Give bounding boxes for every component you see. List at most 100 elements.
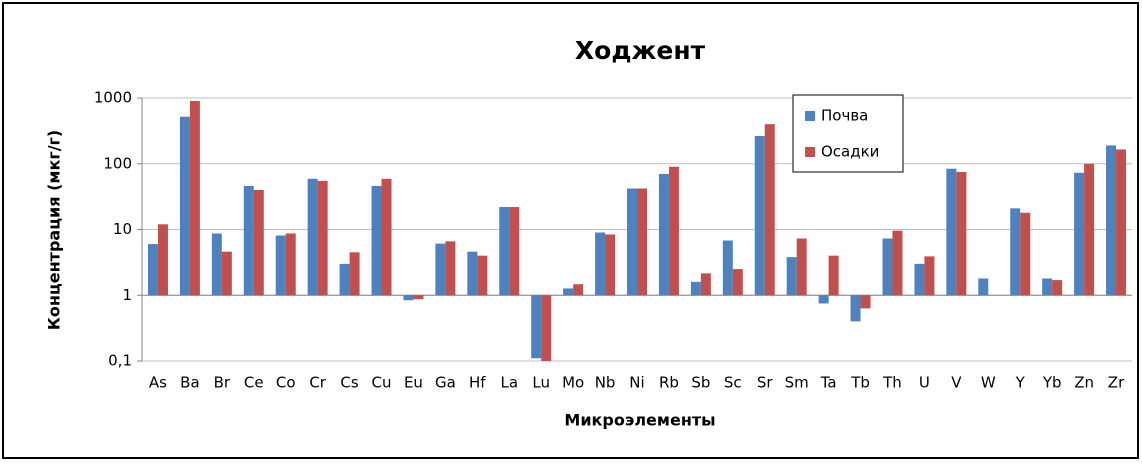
x-tick-label: Eu (404, 374, 423, 392)
bar (595, 232, 606, 296)
x-tick-label: Sm (785, 374, 809, 392)
bar (1020, 212, 1031, 296)
bar (573, 284, 584, 296)
x-tick-label: Lu (532, 374, 550, 392)
bar (157, 224, 168, 296)
bar (627, 188, 637, 296)
y-tick-label: 1 (122, 286, 132, 304)
bar (147, 244, 158, 296)
x-tick-label: Zn (1074, 374, 1094, 392)
x-tick-label: Yb (1042, 374, 1062, 392)
y-axis-title: Концентрация (мкг/г) (45, 130, 64, 330)
bar (956, 171, 967, 296)
x-tick-label: Cu (372, 374, 392, 392)
bar (221, 251, 232, 296)
legend-label: Осадки (821, 143, 879, 161)
bar (563, 288, 574, 296)
bar (403, 295, 414, 301)
bar (275, 235, 286, 296)
bar (722, 240, 733, 296)
x-axis-title: Микроэлементы (564, 411, 715, 430)
legend-box (792, 94, 904, 173)
bar (978, 278, 989, 296)
bar (1084, 163, 1095, 296)
bar (946, 168, 957, 296)
bar (637, 188, 647, 296)
x-tick-label: Ba (180, 374, 199, 392)
bar (253, 189, 264, 296)
legend-swatch (805, 111, 815, 121)
bar (349, 252, 360, 296)
x-tick-label: Rb (659, 374, 679, 392)
x-tick-label: Ga (435, 374, 456, 392)
bar (381, 178, 392, 296)
bar (307, 178, 318, 296)
bar (796, 238, 807, 296)
x-tick-label: La (500, 374, 518, 392)
bar (445, 241, 456, 296)
bar (467, 251, 478, 296)
bar (1074, 172, 1085, 296)
x-tick-label: Sr (757, 374, 774, 392)
bar (1010, 208, 1021, 296)
bar (435, 243, 446, 296)
bar (1052, 280, 1063, 296)
x-tick-label: V (951, 374, 962, 392)
bar (818, 295, 829, 304)
bar (413, 295, 424, 300)
bar (339, 263, 350, 296)
y-tick-label: 1000 (94, 89, 132, 107)
bar (509, 206, 520, 296)
x-tick-label: Zr (1108, 374, 1125, 392)
bar (658, 173, 669, 296)
bar (850, 295, 861, 322)
x-tick-label: W (981, 374, 996, 392)
bar (700, 273, 711, 296)
bar (317, 180, 328, 296)
y-tick-label: 100 (103, 154, 132, 172)
bar (914, 263, 925, 296)
bar (860, 295, 871, 309)
x-tick-label: Nb (595, 374, 616, 392)
bar (764, 124, 775, 296)
bar (690, 281, 701, 296)
x-tick-label: Ce (244, 374, 264, 392)
bar (668, 166, 679, 296)
x-tick-label: Mo (562, 374, 584, 392)
x-tick-label: Sc (724, 374, 742, 392)
x-tick-label: Y (1015, 374, 1026, 392)
bar (732, 269, 743, 296)
bar (924, 256, 935, 296)
bar (1116, 149, 1127, 296)
bar (754, 135, 765, 296)
bar (285, 233, 296, 296)
x-tick-label: Co (276, 374, 296, 392)
bar (786, 257, 797, 296)
bar (892, 230, 903, 296)
bar (211, 233, 222, 296)
bar (541, 295, 552, 361)
x-tick-label: Ni (629, 374, 644, 392)
legend-swatch (805, 147, 815, 157)
x-tick-label: As (149, 374, 167, 392)
x-tick-label: Ta (820, 374, 837, 392)
x-tick-label: Sb (691, 374, 710, 392)
bar (605, 234, 616, 296)
bar (371, 185, 382, 296)
bar (499, 206, 510, 296)
x-tick-label: Br (214, 374, 231, 392)
bar (882, 238, 893, 296)
bar (1106, 145, 1117, 296)
legend-label: Почва (821, 107, 868, 125)
x-tick-label: Th (882, 374, 902, 392)
bar (1042, 278, 1053, 296)
bar (828, 255, 839, 296)
x-tick-label: Cr (309, 374, 326, 392)
x-tick-label: U (919, 374, 930, 392)
bar (477, 255, 488, 296)
x-tick-label: Cs (340, 374, 358, 392)
bar (243, 185, 254, 296)
x-tick-label: Hf (469, 374, 486, 392)
bar (531, 295, 542, 359)
